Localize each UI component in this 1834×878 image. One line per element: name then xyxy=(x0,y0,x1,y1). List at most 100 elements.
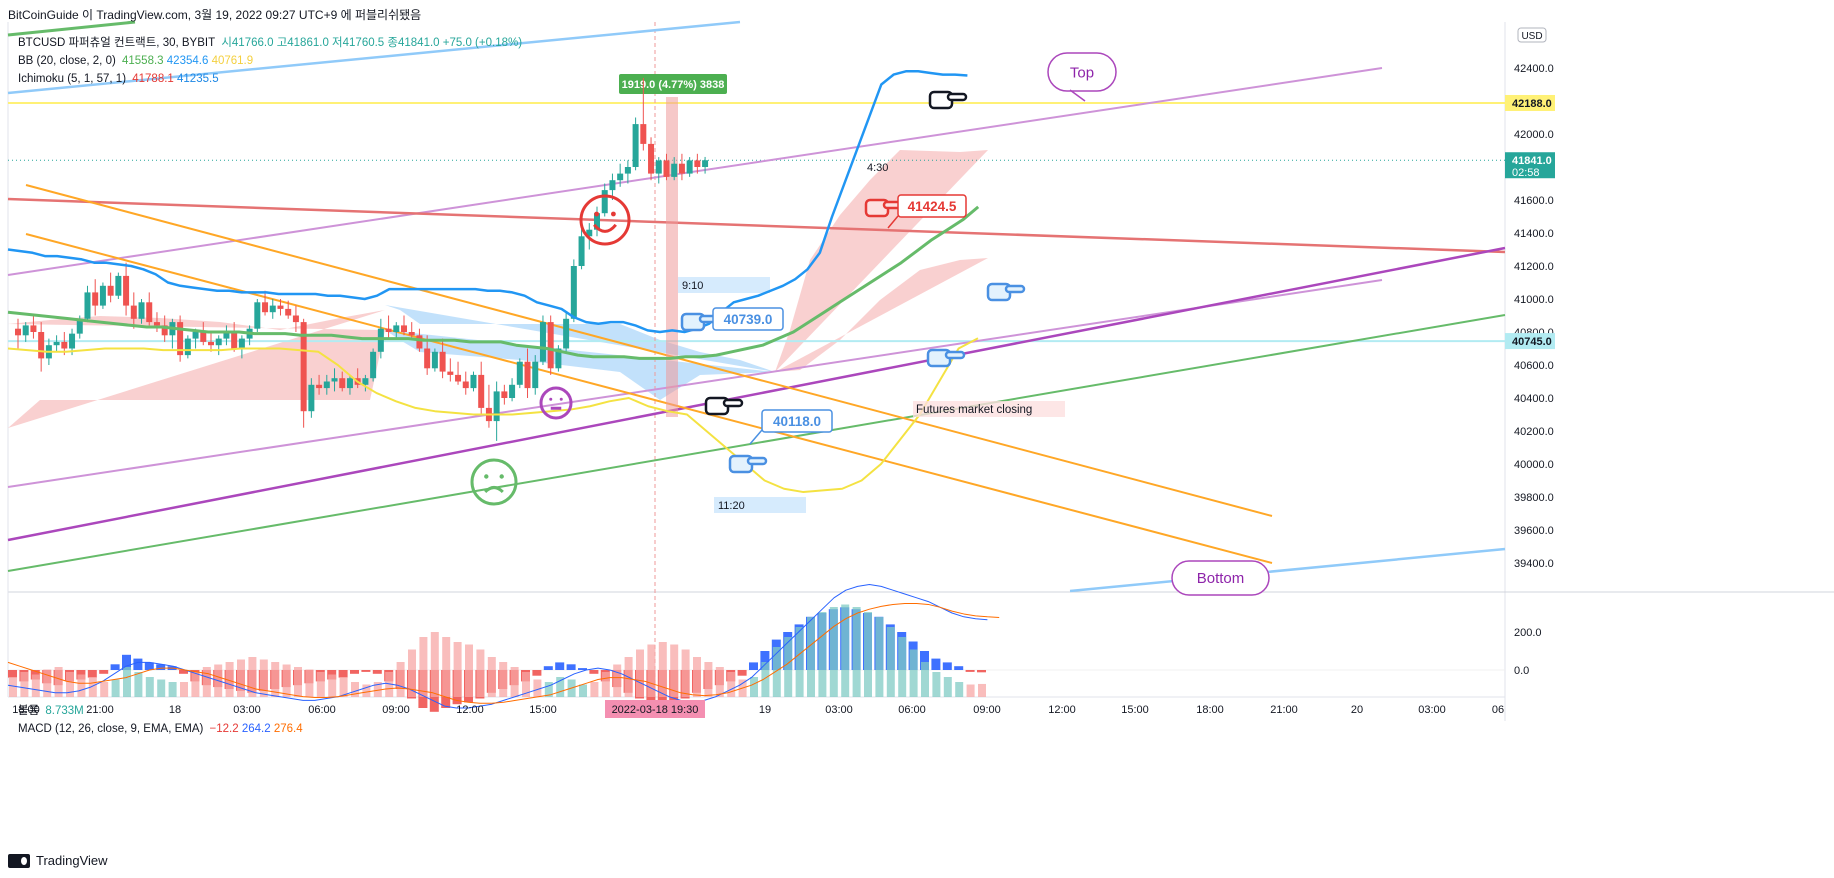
callout-40118-pointer xyxy=(749,429,763,445)
macd-label: MACD (12, 26, close, 9, EMA, EMA) xyxy=(18,723,204,735)
candle xyxy=(401,315,407,336)
candle xyxy=(138,299,145,324)
candle-body xyxy=(269,305,276,313)
volume-bar xyxy=(807,617,815,697)
volume-bar xyxy=(191,672,200,697)
callout-box xyxy=(712,307,784,331)
volume-bar xyxy=(556,677,565,697)
volume-bar xyxy=(180,682,188,697)
candle-body xyxy=(362,378,369,385)
candle xyxy=(30,315,37,339)
note-bg xyxy=(913,401,1065,417)
volume-bar xyxy=(248,657,257,697)
candle-body xyxy=(632,124,639,167)
candle-body xyxy=(138,302,145,319)
callout-41424-pointer xyxy=(887,215,899,229)
volume-bar xyxy=(111,679,120,697)
candle xyxy=(177,315,184,362)
candle-body xyxy=(92,292,99,306)
time-range-label-3: 4:30 xyxy=(867,162,888,174)
measure-label: 1919.0 (4.77%) 3838 xyxy=(622,79,725,91)
candle-body xyxy=(300,322,307,412)
macd-hist-bar xyxy=(156,664,166,670)
volume-bar xyxy=(487,657,496,697)
macd-hist-bar xyxy=(532,670,542,676)
bb-row: BB (20, close, 2, 0) 41558.3 42354.6 407… xyxy=(18,52,522,70)
candle-body xyxy=(339,378,346,389)
face-mouth xyxy=(593,223,617,233)
open-value: 시41766.0 xyxy=(221,37,274,49)
macd-hist-bar xyxy=(361,670,371,672)
candle-body xyxy=(231,332,238,349)
candle xyxy=(231,322,238,352)
macd-hist-bar xyxy=(133,658,143,670)
volume-bar xyxy=(419,637,428,697)
volume-bar xyxy=(259,659,268,697)
candle-body xyxy=(586,229,593,237)
time-cursor-label: 2022-03-18 19:30 xyxy=(612,704,699,716)
candle-body xyxy=(601,190,608,214)
candle-body xyxy=(678,163,685,174)
ichimoku-cloud-bullish-2 xyxy=(775,150,988,372)
candle-body xyxy=(254,302,261,329)
volume-bar xyxy=(168,682,177,697)
candle-body xyxy=(524,361,531,389)
volume-bar xyxy=(909,649,918,697)
volume-bar xyxy=(442,637,451,697)
candle xyxy=(594,206,600,237)
hand-pointer-blue-icon-4 xyxy=(728,454,768,474)
candle xyxy=(547,315,554,375)
candle-body xyxy=(184,338,191,356)
price-label: 40745.0 xyxy=(1512,336,1552,348)
candle xyxy=(169,318,176,349)
candle xyxy=(84,285,91,323)
candle xyxy=(238,335,245,359)
candle-body xyxy=(53,341,60,346)
volume-bar xyxy=(202,667,211,697)
change-value: +75.0 (+0.18%) xyxy=(442,37,523,49)
volume-bar xyxy=(704,662,713,697)
candle xyxy=(648,137,655,181)
callout-box xyxy=(897,194,967,218)
candle-body xyxy=(370,351,377,379)
candle xyxy=(107,272,114,303)
candle xyxy=(439,338,446,379)
volume-bar xyxy=(533,679,542,697)
volume-bar xyxy=(351,682,359,697)
bubble-bottom: Bottom xyxy=(1171,560,1270,596)
candle-body xyxy=(447,371,454,375)
hand-finger xyxy=(944,350,966,360)
volume-bar xyxy=(88,677,97,697)
candle-body xyxy=(609,180,616,191)
callout-41424: 41424.5 xyxy=(897,194,967,218)
candle xyxy=(346,374,353,395)
bb-label: BB (20, close, 2, 0) xyxy=(18,55,116,67)
candle-body xyxy=(694,160,701,167)
bb-basis-value: 41558.3 xyxy=(122,55,164,67)
callout-40118: 40118.0 xyxy=(761,409,833,433)
candle xyxy=(246,325,253,346)
time-axis-tick: 20 xyxy=(1351,704,1363,716)
candle xyxy=(339,371,346,392)
candle-body xyxy=(84,292,91,319)
high-value: 고41861.0 xyxy=(276,37,329,49)
candle xyxy=(485,384,492,428)
volume-bar xyxy=(510,667,519,697)
volume-bar xyxy=(636,649,644,697)
neutral-face-icon xyxy=(539,386,573,420)
candle-body xyxy=(640,124,647,144)
candle xyxy=(632,117,639,171)
volume-bar xyxy=(658,642,667,697)
volume-bar xyxy=(978,683,986,697)
volume-bar xyxy=(681,649,690,697)
volume-bar xyxy=(943,677,952,697)
candle-body xyxy=(501,391,508,398)
macd-hist-bar xyxy=(589,670,599,674)
candle-body xyxy=(161,325,168,336)
candle xyxy=(223,325,230,346)
face-eye xyxy=(499,474,504,479)
volume-bar xyxy=(670,644,679,697)
hand-pointer-blue-icon-2 xyxy=(986,282,1026,302)
volume-bar xyxy=(875,617,884,697)
